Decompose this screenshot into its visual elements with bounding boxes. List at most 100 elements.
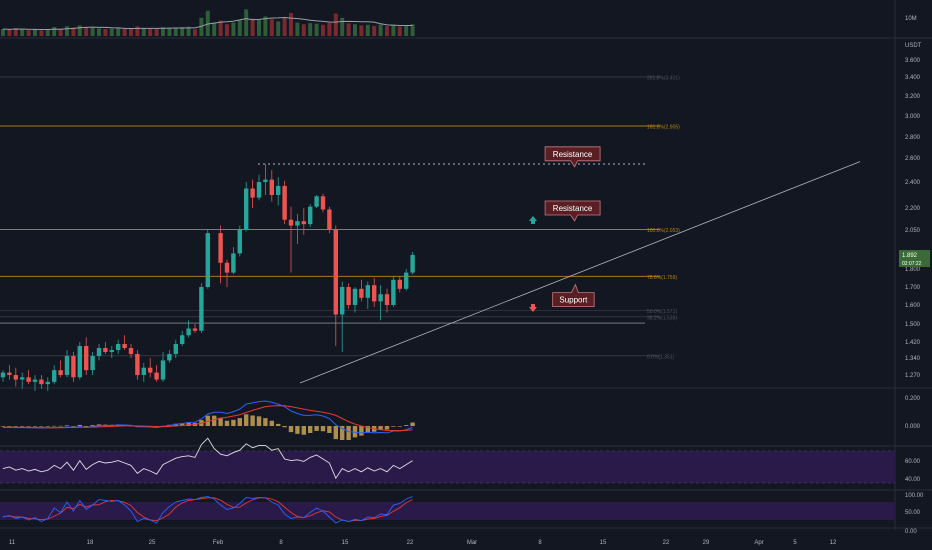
candle[interactable]	[308, 204, 313, 228]
candle[interactable]	[397, 276, 402, 293]
candle[interactable]	[116, 339, 121, 354]
candle[interactable]	[26, 370, 31, 385]
volume-bar	[26, 30, 31, 36]
date-tick-label: Mar	[467, 540, 477, 546]
macd-histogram-bar	[205, 415, 210, 426]
candle[interactable]	[378, 285, 383, 321]
candle[interactable]	[314, 195, 319, 208]
candle[interactable]	[52, 365, 57, 385]
candle-body	[173, 344, 178, 354]
candle[interactable]	[333, 225, 338, 346]
current-price-badge[interactable]: 1.892 02:07:22	[899, 250, 930, 267]
macd-tick-label: 0.200	[905, 396, 921, 402]
candle[interactable]	[32, 375, 38, 391]
candle[interactable]	[0, 370, 6, 382]
candle[interactable]	[96, 344, 102, 361]
candle[interactable]	[269, 170, 274, 202]
candle[interactable]	[39, 375, 44, 389]
macd-histogram-bar	[231, 419, 236, 426]
candle[interactable]	[384, 288, 390, 313]
annotation-callout[interactable]: Resistance	[544, 200, 601, 222]
candle[interactable]	[218, 225, 223, 284]
date-tick-label: 8	[538, 540, 542, 546]
candle[interactable]	[109, 346, 114, 358]
volume-bar	[45, 29, 50, 36]
candle[interactable]	[199, 283, 204, 333]
volume-bar	[359, 25, 364, 36]
candle[interactable]	[404, 269, 409, 291]
candle[interactable]	[160, 352, 166, 382]
candle[interactable]	[365, 281, 370, 309]
candle[interactable]	[186, 320, 191, 338]
candle-body	[180, 335, 185, 344]
candle[interactable]	[84, 337, 89, 376]
macd-histogram-bar	[7, 426, 12, 427]
date-tick-label: 15	[600, 540, 607, 546]
candle[interactable]	[237, 225, 242, 257]
candle[interactable]	[90, 352, 95, 375]
candle-body	[128, 348, 134, 354]
volume-bar	[141, 28, 146, 36]
candle[interactable]	[103, 342, 108, 354]
candle[interactable]	[359, 279, 364, 302]
candle[interactable]	[231, 247, 236, 275]
macd-histogram-bar	[84, 426, 89, 427]
candle[interactable]	[128, 344, 134, 358]
date-tick-label: 5	[793, 540, 797, 546]
candle[interactable]	[45, 377, 50, 391]
candle[interactable]	[7, 365, 12, 380]
candle[interactable]	[122, 335, 127, 350]
price-badge-countdown: 02:07:22	[902, 261, 922, 267]
candle[interactable]	[58, 360, 63, 378]
candle[interactable]	[288, 206, 294, 273]
candle[interactable]	[180, 330, 185, 346]
candle[interactable]	[295, 213, 300, 245]
candle[interactable]	[244, 182, 249, 232]
candle[interactable]	[346, 283, 351, 309]
candle[interactable]	[173, 339, 178, 358]
candle[interactable]	[205, 230, 210, 289]
candle[interactable]	[71, 352, 76, 382]
candle[interactable]	[135, 350, 140, 380]
volume-bar	[289, 13, 293, 36]
candle[interactable]	[13, 367, 18, 387]
candle[interactable]	[301, 208, 306, 235]
candle[interactable]	[282, 180, 287, 225]
candle-body	[52, 370, 57, 382]
candle[interactable]	[154, 365, 159, 382]
candle[interactable]	[141, 362, 146, 382]
candle[interactable]	[148, 358, 153, 378]
candle[interactable]	[77, 342, 82, 380]
candle[interactable]	[167, 350, 172, 363]
candle[interactable]	[250, 179, 255, 208]
candle-body	[135, 354, 140, 375]
volume-ma-line	[2, 17, 413, 31]
candle[interactable]	[192, 324, 198, 333]
candle[interactable]	[256, 174, 262, 201]
volume-bar	[154, 28, 159, 36]
annotation-callout[interactable]: Support	[552, 283, 595, 307]
candle[interactable]	[64, 350, 70, 378]
annotation-callout[interactable]: Resistance	[544, 146, 601, 168]
candle[interactable]	[391, 276, 396, 307]
volume-bar	[397, 26, 402, 36]
macd-histogram-bar	[180, 423, 185, 426]
candle[interactable]	[327, 206, 332, 234]
volume-bar	[314, 23, 319, 36]
candle-body	[77, 346, 82, 378]
price-tick-label: 2.600	[905, 156, 921, 162]
volume-bar	[410, 24, 415, 36]
candle[interactable]	[320, 193, 326, 213]
candle[interactable]	[276, 177, 281, 206]
support-trendline[interactable]	[299, 161, 861, 384]
candle[interactable]	[340, 281, 345, 352]
candle[interactable]	[224, 259, 230, 287]
candle[interactable]	[410, 251, 415, 275]
volume-bar	[167, 28, 172, 36]
candle[interactable]	[372, 278, 377, 307]
candle-body	[84, 346, 89, 371]
candle[interactable]	[263, 164, 268, 195]
candle[interactable]	[352, 287, 358, 313]
candle[interactable]	[20, 372, 25, 389]
